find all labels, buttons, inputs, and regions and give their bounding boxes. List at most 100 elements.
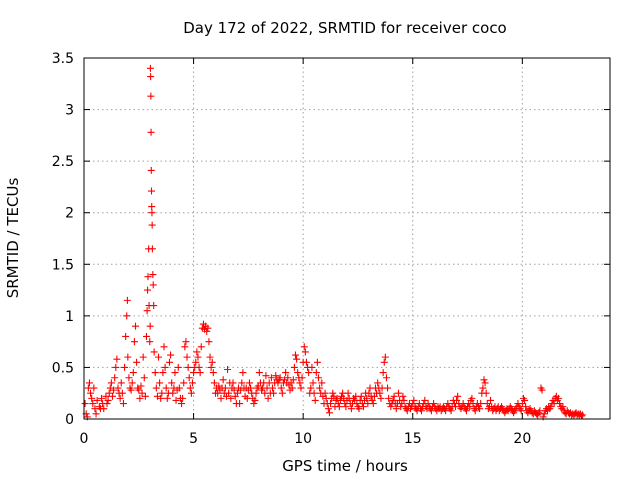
data-point [302,358,310,366]
data-point [297,384,305,392]
data-points [81,64,587,421]
data-point [187,389,195,397]
data-point [161,363,169,371]
data-point [88,394,96,402]
data-point [193,348,201,356]
grid-lines [84,58,610,419]
data-point [195,363,203,371]
data-point [480,376,488,384]
data-point [129,369,137,377]
data-point [291,351,299,359]
data-point [142,332,150,340]
data-point [479,384,487,392]
data-point [462,407,470,415]
data-point [151,369,159,377]
data-point [400,396,408,404]
data-point [150,348,158,356]
data-point [300,343,308,351]
data-point [384,384,392,392]
data-point [298,374,306,382]
data-point [158,389,166,397]
data-point [133,358,141,366]
data-point [140,374,148,382]
data-point [347,405,355,413]
x-tick-label: 20 [513,431,531,447]
data-point [146,338,154,346]
chart-title: Day 172 of 2022, SRMTID for receiver coc… [183,19,507,37]
data-point [162,384,170,392]
data-point [559,403,567,411]
data-point [136,394,144,402]
data-point [277,384,285,392]
data-point [282,369,290,377]
data-point [150,302,158,310]
data-point [538,386,546,394]
data-point [147,166,155,174]
data-point [167,351,175,359]
data-point [264,394,272,402]
data-point [121,363,129,371]
x-tick-label: 15 [404,431,422,447]
data-point [146,64,154,72]
data-point [148,203,156,211]
data-point [209,369,217,377]
data-point [247,384,255,392]
data-point [104,396,112,404]
data-point [476,405,484,413]
data-point [194,353,202,361]
data-point [284,374,292,382]
data-point [132,322,140,330]
data-point [175,384,183,392]
data-point [316,384,324,392]
data-point [289,376,297,384]
data-point [208,358,216,366]
data-point [210,379,218,387]
data-point [395,389,403,397]
data-point [313,358,321,366]
data-point [224,365,232,373]
data-point [369,400,377,408]
data-point [307,384,315,392]
data-point [245,379,253,387]
plot-frame [83,57,611,420]
data-point [342,403,350,411]
data-point [296,379,304,387]
data-point [157,394,165,402]
data-point [421,396,429,404]
data-point [93,396,101,404]
data-point [227,394,235,402]
x-tick-label: 0 [80,431,89,447]
data-point [556,400,564,408]
data-point [119,400,127,408]
data-point [207,363,215,371]
data-point [108,392,116,400]
data-point [385,394,393,402]
data-point [363,394,371,402]
data-point [98,394,106,402]
data-point [390,392,398,400]
data-point [148,245,156,253]
data-point [87,389,95,397]
data-point [444,400,452,408]
data-point [185,374,193,382]
data-point [239,369,247,377]
data-point [174,363,182,371]
data-point [268,384,276,392]
data-point [113,355,121,363]
data-point [125,374,133,382]
data-point [447,407,455,415]
data-point [147,73,155,81]
data-point [163,394,171,402]
data-point [100,405,108,413]
data-point [481,379,489,387]
data-point [85,379,93,387]
data-point [116,394,124,402]
data-point [225,389,233,397]
y-tick-label: 1 [65,309,74,325]
data-point [221,384,229,392]
data-point [110,386,118,394]
y-tick-label: 2 [65,206,74,222]
data-point [392,405,400,413]
data-point [250,400,258,408]
